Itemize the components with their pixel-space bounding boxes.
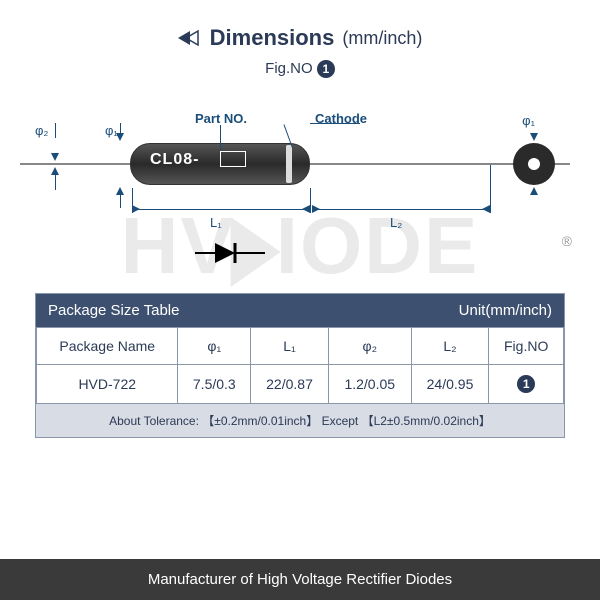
l2-label: L₂ — [390, 215, 402, 230]
table-header-row: Package Name φ₁ L₁ φ₂ L₂ Fig.NO — [37, 328, 564, 365]
dim-line — [55, 123, 56, 138]
table-row: HVD-722 7.5/0.3 22/0.87 1.2/0.05 24/0.95… — [37, 365, 564, 404]
part-number-box — [220, 151, 246, 167]
cell: 7.5/0.3 — [178, 365, 251, 404]
col-figno: Fig.NO — [489, 328, 564, 365]
dim-line — [120, 123, 121, 138]
lead-left — [20, 163, 130, 165]
table-body: Package Name φ₁ L₁ φ₂ L₂ Fig.NO HVD-722 … — [36, 327, 564, 404]
col-l1: L₁ — [251, 328, 329, 365]
package-table: Package Size Table Unit(mm/inch) Package… — [35, 293, 565, 438]
col-phi2: φ₂ — [328, 328, 411, 365]
col-l2: L₂ — [411, 328, 489, 365]
dim-line — [55, 175, 56, 190]
footer-text: Manufacturer of High Voltage Rectifier D… — [0, 559, 600, 600]
registered-mark: ® — [562, 233, 572, 249]
cell: HVD-722 — [37, 365, 178, 404]
arrow-icon — [530, 187, 538, 195]
arrow-icon — [51, 167, 59, 175]
fig-badge: 1 — [517, 375, 535, 393]
cell: 24/0.95 — [411, 365, 489, 404]
arrow-icon — [530, 133, 538, 141]
dim-line — [318, 209, 488, 210]
arrow-icon — [302, 205, 310, 213]
arrow-icon — [178, 29, 202, 47]
part-no-callout: Part NO. — [195, 111, 247, 126]
cell-figno: 1 — [489, 365, 564, 404]
arrow-icon — [482, 205, 490, 213]
phi1-label-right: φ₁ — [522, 113, 535, 128]
dim-line — [120, 193, 121, 208]
l1-label: L₁ — [210, 215, 222, 230]
dimension-diagram: CL08- φ₂ φ₁ φ₁ Part NO. Cathode L₁ L₂ ® — [20, 93, 580, 293]
page-title: Dimensions (mm/inch) — [178, 25, 423, 51]
fig-number-badge: 1 — [317, 60, 335, 78]
title-text: Dimensions — [210, 25, 335, 51]
dim-tick — [310, 188, 311, 213]
part-number-text: CL08- — [150, 151, 199, 169]
table-unit: Unit(mm/inch) — [459, 302, 552, 319]
col-package: Package Name — [37, 328, 178, 365]
table-header: Package Size Table Unit(mm/inch) — [36, 294, 564, 327]
cell: 22/0.87 — [251, 365, 329, 404]
title-unit: (mm/inch) — [342, 28, 422, 49]
arrow-icon — [51, 153, 59, 161]
cell: 1.2/0.05 — [328, 365, 411, 404]
fig-subtitle: Fig.NO 1 — [0, 60, 600, 78]
fig-label: Fig.NO — [265, 60, 313, 77]
tolerance-note: About Tolerance: 【±0.2mm/0.01inch】 Excep… — [36, 404, 564, 437]
header: Dimensions (mm/inch) Fig.NO 1 — [0, 0, 600, 83]
cathode-band — [286, 145, 292, 183]
table-title: Package Size Table — [48, 302, 179, 319]
dim-tick — [490, 165, 491, 213]
dim-line — [138, 209, 308, 210]
callout-line — [220, 125, 221, 150]
diode-symbol-icon — [195, 238, 265, 268]
col-phi1: φ₁ — [178, 328, 251, 365]
end-view-hole — [528, 158, 540, 170]
phi2-label: φ₂ — [35, 123, 48, 138]
dim-tick — [132, 188, 133, 213]
callout-line — [310, 123, 360, 124]
